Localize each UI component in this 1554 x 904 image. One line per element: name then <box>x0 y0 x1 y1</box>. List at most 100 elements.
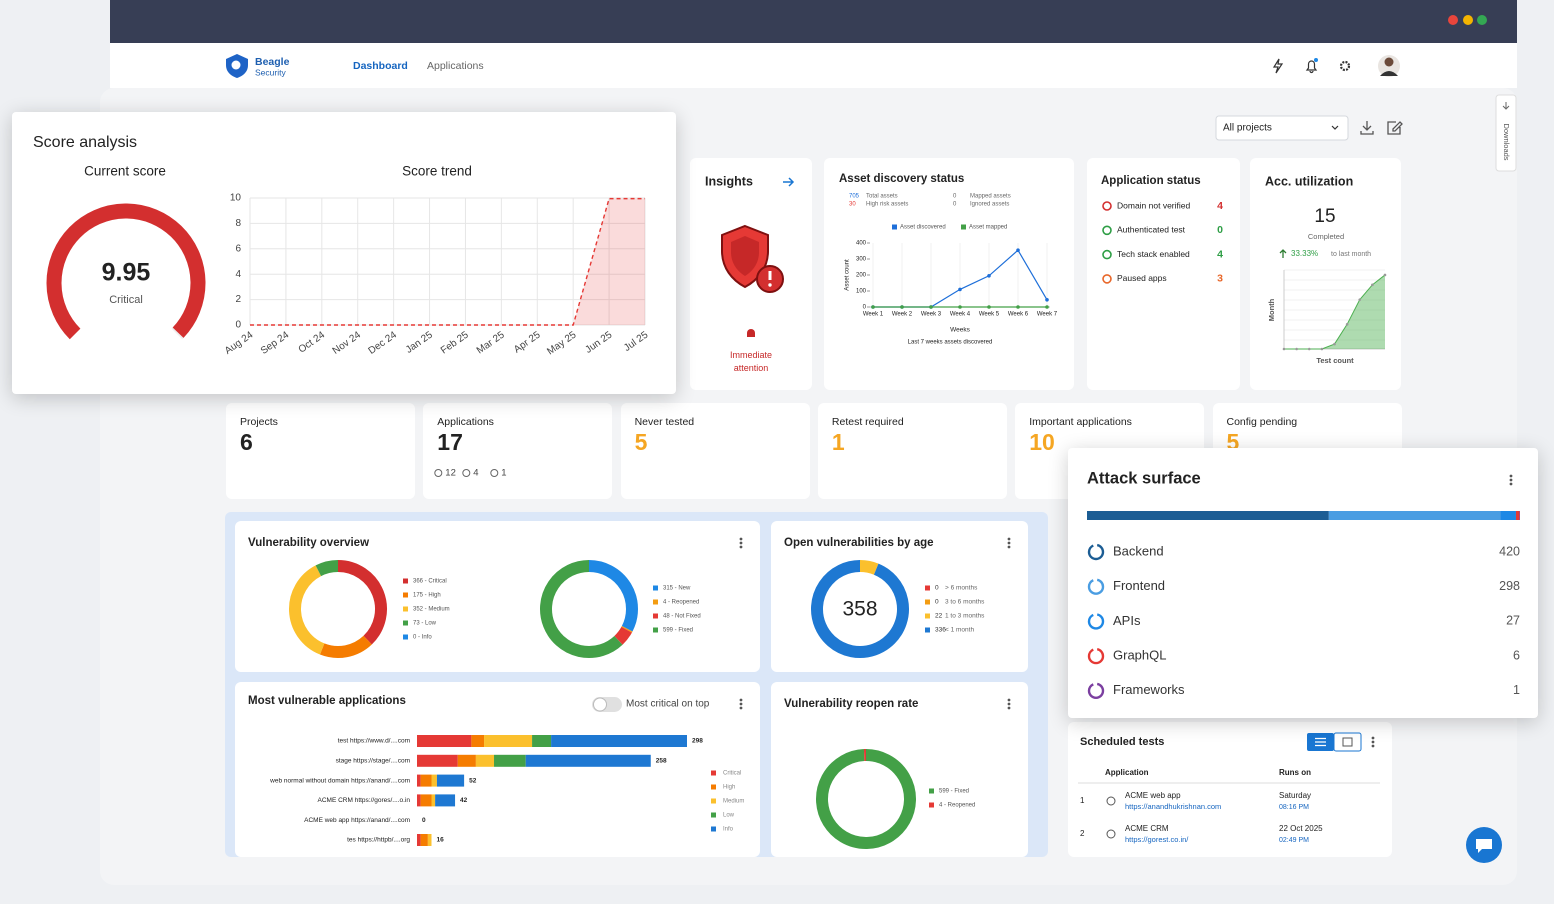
view-calendar-button[interactable] <box>1333 732 1362 752</box>
card-title: Open vulnerabilities by age <box>784 537 934 549</box>
x-tick-label: Jul 25 <box>622 329 651 354</box>
window-dot <box>1477 15 1487 25</box>
legend-label: Asset mapped <box>969 225 1007 231</box>
card-canvas: Application status Domain not verified 4 Au… <box>1101 175 1223 285</box>
arrow-link[interactable] <box>783 177 795 187</box>
bar-segment <box>471 735 485 747</box>
surface-count: 1 <box>1513 683 1520 697</box>
bar-total: 298 <box>692 738 703 745</box>
edit-icon[interactable] <box>1387 121 1403 135</box>
legend-swatch <box>403 592 408 598</box>
row-index: 2 <box>1080 829 1085 838</box>
run-day: 22 Oct 2025 <box>1279 824 1323 833</box>
card-canvas: Asset discovery status 705 Total assets 30 H… <box>839 173 1058 346</box>
logo-eye <box>231 60 241 70</box>
menu-dot <box>1007 706 1011 710</box>
card-canvas: Vulnerability overview 366 - Critical 175 … <box>248 537 743 658</box>
bar-total: 16 <box>436 837 444 844</box>
score-rating: Critical <box>109 294 143 306</box>
utilization-point <box>1320 347 1324 351</box>
breakdown-value: 12 <box>445 468 456 479</box>
bell-icon[interactable] <box>1305 60 1318 74</box>
stat-card: Retest required 1 <box>817 403 1007 499</box>
up-arrow <box>1279 249 1287 258</box>
bar-segment <box>494 754 526 767</box>
more-menu[interactable] <box>1371 736 1375 748</box>
stat-label: Never tested <box>635 416 695 428</box>
donut-segment <box>621 626 633 633</box>
x-tick-label: Oct 24 <box>297 329 328 355</box>
menu-dot <box>1509 474 1513 478</box>
donut-segment <box>614 626 632 645</box>
breakdown-value: 1 <box>501 468 506 479</box>
card-canvas: Open vulnerabilities by age 358 0 > 6 month… <box>784 537 1011 658</box>
chevron <box>1331 125 1339 130</box>
side-tab[interactable] <box>1495 94 1517 172</box>
more-menu[interactable] <box>739 698 743 710</box>
menu-dot <box>1007 545 1011 549</box>
project-select[interactable] <box>1215 115 1349 141</box>
app-url[interactable]: https://gorest.co.in/ <box>1125 835 1189 844</box>
menu-dot <box>1509 482 1513 486</box>
app-url[interactable]: https://anandhukrishnan.com <box>1125 802 1221 811</box>
bar-total: 258 <box>656 758 667 765</box>
settings-icon[interactable] <box>1339 60 1351 72</box>
surface-segment <box>1328 511 1501 520</box>
legend-label: 1 to 3 months <box>945 613 985 620</box>
app-name: ACME web app <box>1125 791 1181 800</box>
donut-segment <box>859 560 879 575</box>
alert-badge <box>756 265 784 293</box>
series-point <box>987 305 991 309</box>
score-value: 9.95 <box>102 259 151 287</box>
surface-count: 298 <box>1499 579 1520 593</box>
nav-link[interactable]: Applications <box>427 60 484 72</box>
nav-link[interactable]: Dashboard <box>353 60 408 72</box>
status-icon <box>1102 225 1112 236</box>
menu-dot <box>1007 698 1011 702</box>
view-list-button[interactable] <box>1307 733 1334 751</box>
chat-icon <box>1476 839 1492 853</box>
status-count: 0 <box>1217 224 1223 236</box>
legend-swatch <box>925 627 930 633</box>
utilization-point <box>1307 347 1311 351</box>
toggle-track[interactable] <box>592 697 622 712</box>
x-tick-label: Week 1 <box>863 312 884 318</box>
series-point <box>929 305 933 309</box>
stat-label: Important applications <box>1029 416 1132 428</box>
legend-label: 73 - Low <box>413 621 437 627</box>
gauge-value <box>46 203 206 340</box>
menu-dot <box>739 537 743 541</box>
bar-segment <box>420 834 428 846</box>
bolt-icon[interactable] <box>1272 58 1284 74</box>
list-icon <box>1315 737 1326 747</box>
legend-label: 352 - Medium <box>413 607 450 613</box>
x-tick-label: Week 3 <box>921 312 942 318</box>
legend-swatch <box>925 599 930 605</box>
donut-segment <box>315 560 339 577</box>
more-menu[interactable] <box>1509 474 1513 486</box>
stat-value: 30 <box>849 202 856 208</box>
card-canvas: Score analysis Current score 9.95 Critical S… <box>33 134 651 357</box>
section-title: Score trend <box>402 164 472 179</box>
legend-label: 48 - Not Fixed <box>663 614 701 620</box>
shield-icon <box>721 224 769 289</box>
card-canvas: Most vulnerable applications Most critica… <box>248 695 744 846</box>
more-menu[interactable] <box>739 537 743 549</box>
donut-segment <box>816 749 916 849</box>
download-icon[interactable] <box>1360 121 1374 135</box>
status-count: 4 <box>1217 200 1223 212</box>
legend-label: Info <box>723 827 734 833</box>
stat-card: Projects 6 <box>226 403 415 499</box>
utilization-point <box>1383 273 1387 277</box>
x-tick-label: Nov 24 <box>331 329 364 356</box>
y-tick-label: 400 <box>856 241 867 247</box>
x-tick-label: Jan 25 <box>404 329 435 355</box>
utilization-point <box>1371 283 1374 287</box>
series-point <box>1045 305 1049 309</box>
legend-swatch <box>961 224 966 230</box>
more-menu[interactable] <box>1007 698 1011 710</box>
utilization-point <box>1282 347 1286 351</box>
more-menu[interactable] <box>1007 537 1011 549</box>
x-tick-label: Feb 25 <box>439 329 471 356</box>
